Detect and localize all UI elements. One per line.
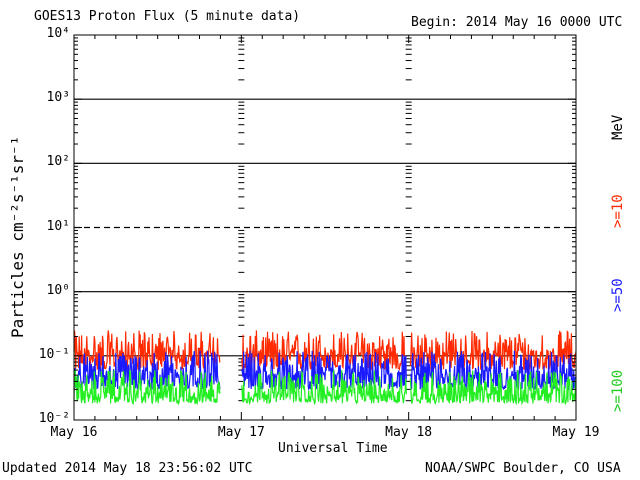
unit-label: MeV xyxy=(610,114,626,140)
legend-ge50: >=50 xyxy=(610,278,626,312)
credit-text: NOAA/SWPC Boulder, CO USA xyxy=(425,461,621,476)
x-tick-label: May 19 xyxy=(552,425,600,440)
x-tick-label: May 18 xyxy=(385,425,433,440)
y-tick-label: 10⁻¹ xyxy=(38,346,70,362)
y-tick-label: 10⁻² xyxy=(38,411,70,426)
chart-title: GOES13 Proton Flux (5 minute data) xyxy=(34,9,301,24)
x-tick-label: May 17 xyxy=(217,425,265,440)
y-tick-label: 10² xyxy=(46,154,70,170)
updated-timestamp: Updated 2014 May 18 23:56:02 UTC xyxy=(2,461,253,476)
axis-ticks xyxy=(73,34,577,421)
legend-ge10: >=10 xyxy=(610,194,626,228)
y-tick-label: 10⁴ xyxy=(46,26,70,41)
series-lines xyxy=(73,330,577,406)
y-tick-label: 10⁰ xyxy=(46,282,70,298)
y-tick-label: 10³ xyxy=(46,90,70,106)
x-axis-label: Universal Time xyxy=(278,441,388,456)
series-line-2 xyxy=(73,369,577,406)
begin-date: Begin: 2014 May 16 0000 UTC xyxy=(411,15,623,30)
y-axis-label: Particles cm⁻²s⁻¹sr⁻¹ xyxy=(8,135,27,338)
y-tick-label: 10¹ xyxy=(46,218,70,234)
legend-ge100: >=100 xyxy=(610,369,626,412)
x-tick-label: May 16 xyxy=(50,425,98,440)
